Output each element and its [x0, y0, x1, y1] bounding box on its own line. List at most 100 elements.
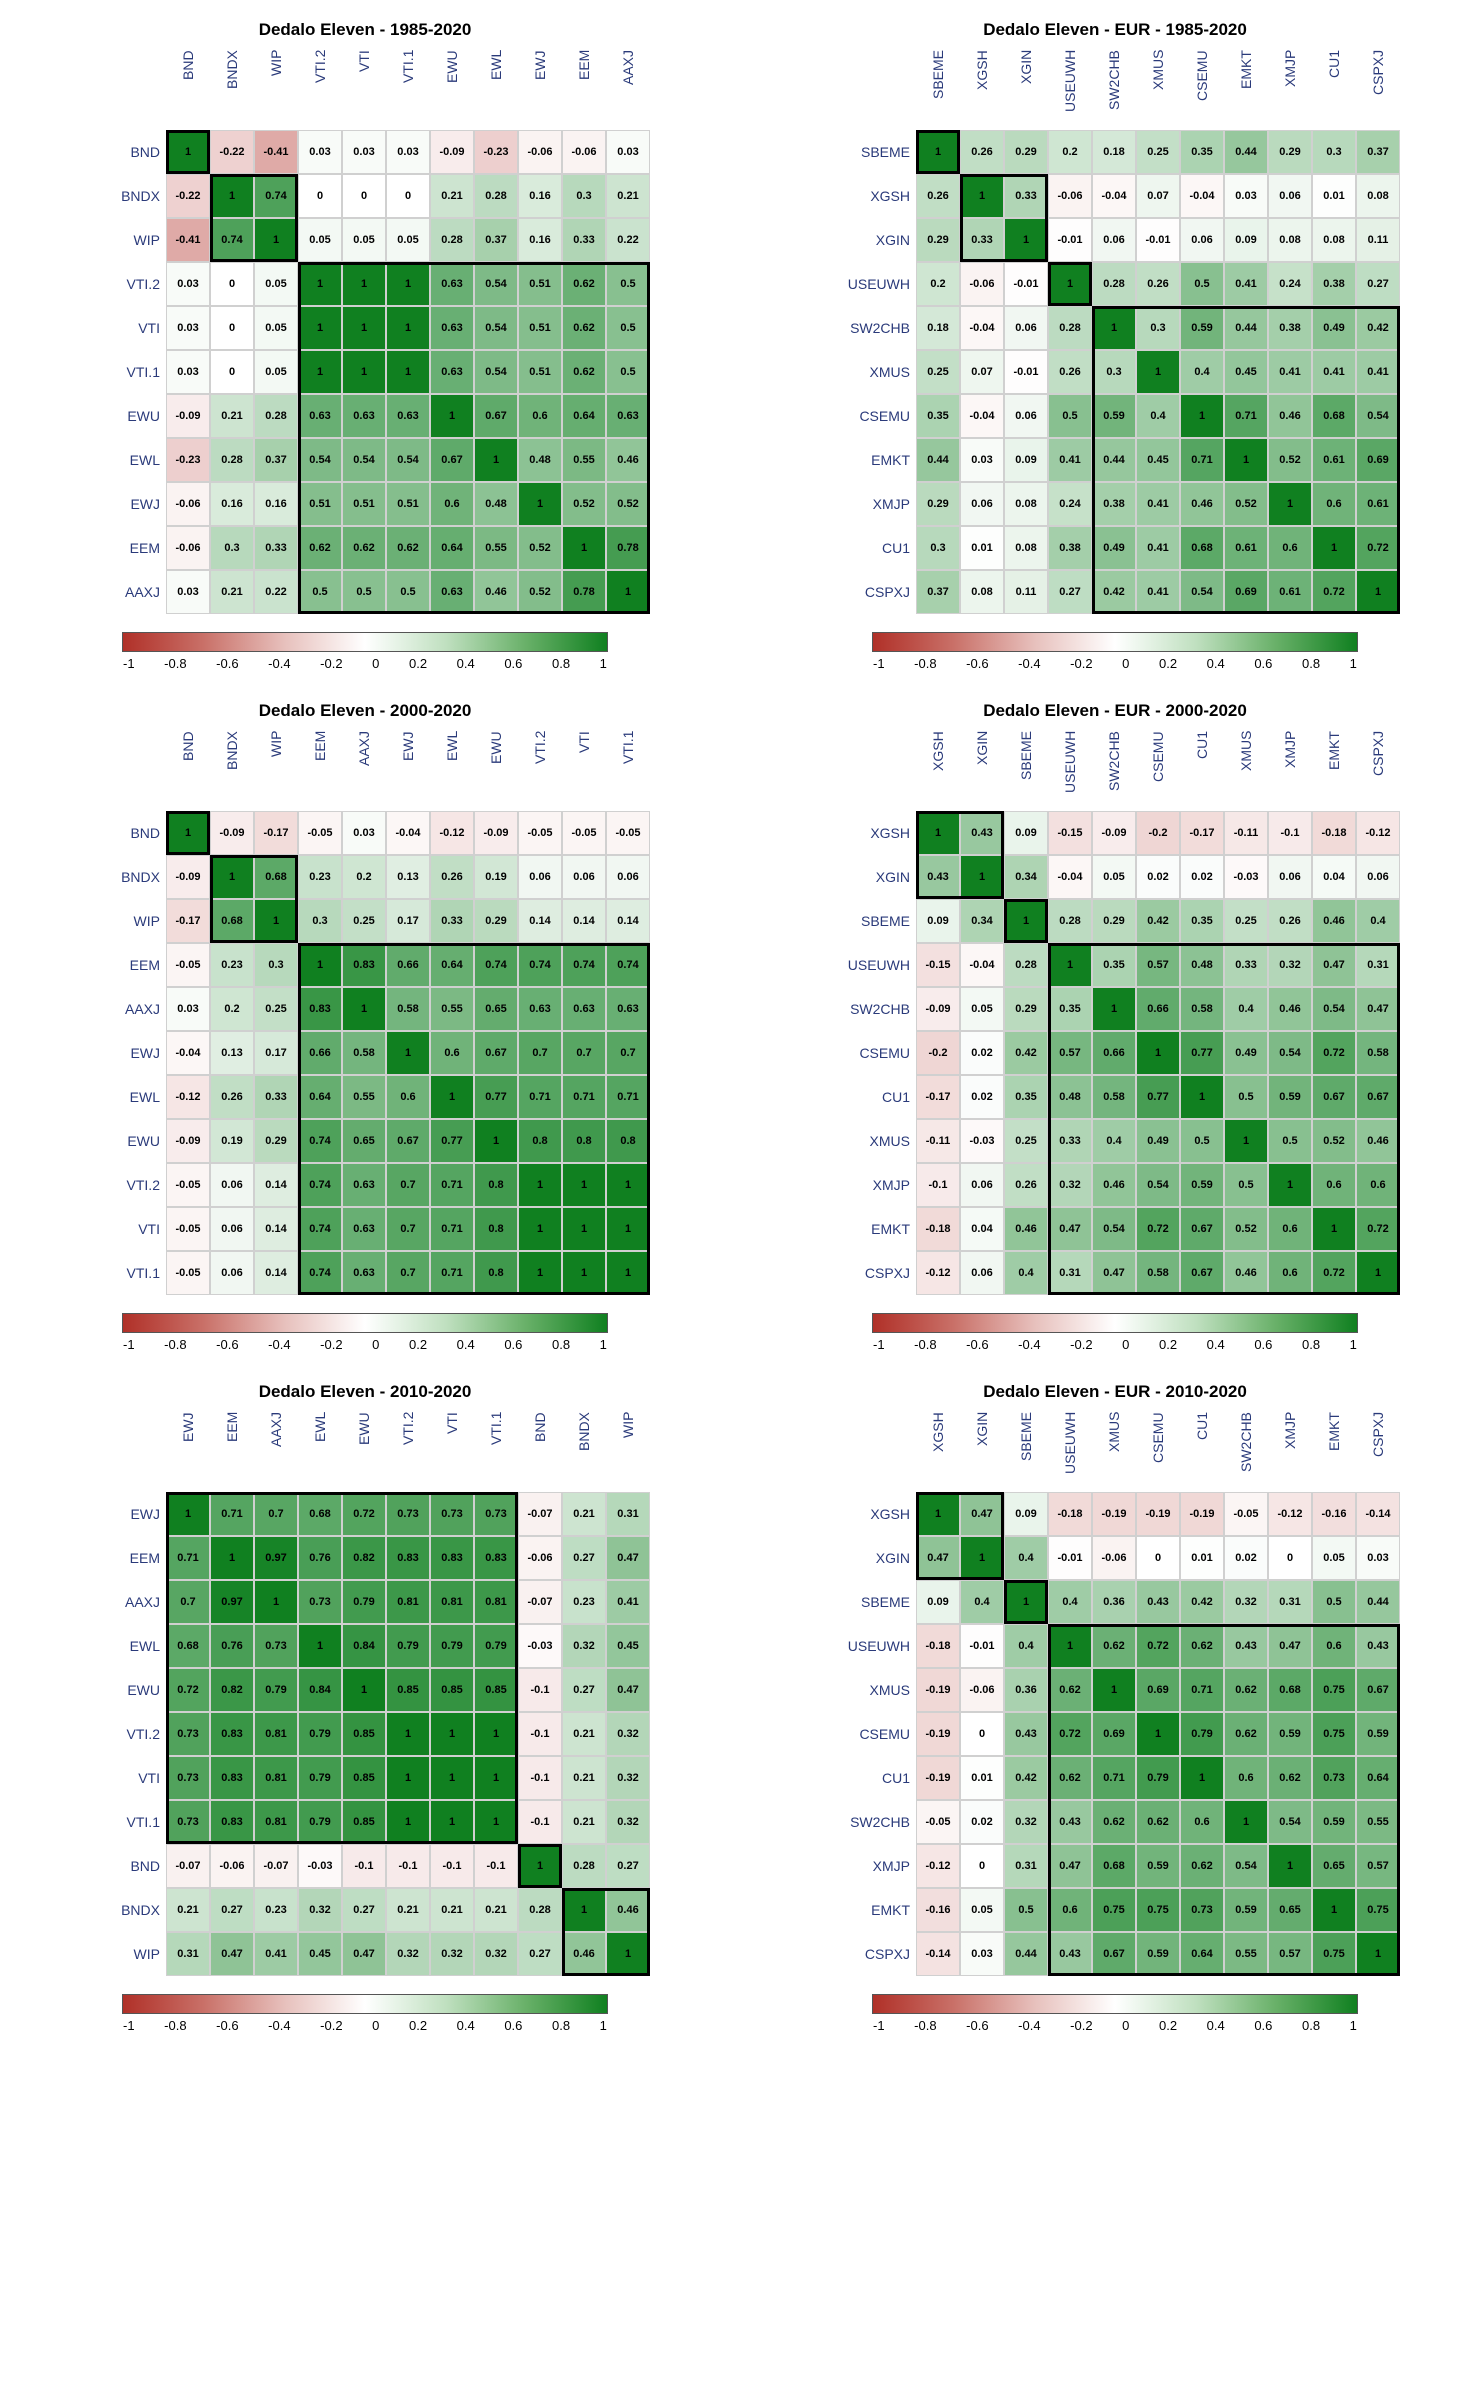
- cell: 0.62: [562, 262, 606, 306]
- cell: -0.05: [518, 811, 562, 855]
- colorbar-tick: -0.6: [966, 1337, 988, 1352]
- col-label: BND: [166, 46, 210, 130]
- cell: 0.3: [254, 943, 298, 987]
- cell: 0.54: [342, 438, 386, 482]
- cell: 0.76: [298, 1536, 342, 1580]
- col-label: EWU: [474, 727, 518, 811]
- cell: 0.5: [1048, 394, 1092, 438]
- cell: 0.28: [254, 394, 298, 438]
- cell: -0.06: [210, 1844, 254, 1888]
- cell: 1: [1356, 1251, 1400, 1295]
- cell: 0.7: [166, 1580, 210, 1624]
- cell: 0.62: [1268, 1756, 1312, 1800]
- col-label: AAXJ: [254, 1408, 298, 1492]
- cell: 0.45: [606, 1624, 650, 1668]
- cell: 1: [518, 1844, 562, 1888]
- cell: 0.06: [1268, 174, 1312, 218]
- cell: 0.5: [1180, 1119, 1224, 1163]
- colorbar-tick: -0.6: [966, 2018, 988, 2033]
- cell: 0.26: [916, 174, 960, 218]
- cell: 0.43: [1136, 1580, 1180, 1624]
- cell: 0.06: [1092, 218, 1136, 262]
- cell: 0.05: [342, 218, 386, 262]
- cell: 1: [518, 1251, 562, 1295]
- col-label: EWJ: [518, 46, 562, 130]
- cell: 0.44: [916, 438, 960, 482]
- colorbar-tick: 0.6: [504, 656, 522, 671]
- cell: -0.19: [916, 1756, 960, 1800]
- cell: 0.62: [1136, 1800, 1180, 1844]
- cell: -0.01: [1004, 262, 1048, 306]
- cell: 0.68: [1180, 526, 1224, 570]
- cell: 0.73: [474, 1492, 518, 1536]
- cell: 0.64: [562, 394, 606, 438]
- panel-title: Dedalo Eleven - 2010-2020: [259, 1382, 472, 1402]
- row-labels: XGSHXGINSBEMEUSEUWHSW2CHBCSEMUCU1XMUSXMJ…: [830, 811, 916, 1295]
- cell: 0.26: [1136, 262, 1180, 306]
- cell: -0.23: [166, 438, 210, 482]
- row-label: VTI.2: [80, 262, 166, 306]
- cell: 1: [386, 1800, 430, 1844]
- cell: 0.34: [960, 899, 1004, 943]
- cell: -0.04: [166, 1031, 210, 1075]
- cell: 0.62: [1224, 1712, 1268, 1756]
- cell: 0.8: [474, 1207, 518, 1251]
- cell: 0.32: [606, 1712, 650, 1756]
- cell: 0.42: [1004, 1031, 1048, 1075]
- row-label: XMJP: [830, 1163, 916, 1207]
- cell: 0.62: [386, 526, 430, 570]
- colorbar-tick: 0.8: [1302, 656, 1320, 671]
- cell: 0.03: [298, 130, 342, 174]
- row-label: AAXJ: [80, 1580, 166, 1624]
- cell: 1: [474, 1712, 518, 1756]
- cell: 0.63: [606, 987, 650, 1031]
- cell: 0.67: [1180, 1207, 1224, 1251]
- col-label: EWU: [342, 1408, 386, 1492]
- row-label: VTI.1: [80, 1251, 166, 1295]
- col-label: VTI: [562, 727, 606, 811]
- cell: 0.07: [960, 350, 1004, 394]
- colorbar-tick: 0: [372, 1337, 379, 1352]
- cell: 0.21: [562, 1756, 606, 1800]
- cell: -0.03: [960, 1119, 1004, 1163]
- row-label: CSEMU: [830, 394, 916, 438]
- colorbar-tick: 0.4: [457, 656, 475, 671]
- cell: 0.44: [1356, 1580, 1400, 1624]
- cell: 0.63: [430, 262, 474, 306]
- cell: 0.02: [960, 1031, 1004, 1075]
- col-label: AAXJ: [606, 46, 650, 130]
- cell: 0.37: [916, 570, 960, 614]
- cell: -0.1: [474, 1844, 518, 1888]
- cell: 0.25: [1004, 1119, 1048, 1163]
- cell: 0.62: [1180, 1844, 1224, 1888]
- cell: 0: [342, 174, 386, 218]
- colorbar-tick: -1: [123, 656, 135, 671]
- cell: 0.44: [1092, 438, 1136, 482]
- cell: 0.7: [518, 1031, 562, 1075]
- cell: 0.81: [254, 1756, 298, 1800]
- cell: -0.16: [1312, 1492, 1356, 1536]
- cell: -0.05: [1224, 1492, 1268, 1536]
- cell: -0.06: [960, 1668, 1004, 1712]
- cell: 1: [474, 1119, 518, 1163]
- cell: 0.14: [562, 899, 606, 943]
- cell: 0.13: [210, 1031, 254, 1075]
- cell: 0.63: [430, 306, 474, 350]
- colorbar-tick: -1: [873, 656, 885, 671]
- cell: 0.22: [254, 570, 298, 614]
- cell: 0.79: [298, 1712, 342, 1756]
- cell: 0.28: [562, 1844, 606, 1888]
- cell: -0.06: [518, 1536, 562, 1580]
- cell: 0.36: [1004, 1668, 1048, 1712]
- cell: 0.84: [298, 1668, 342, 1712]
- cell: 0.69: [1356, 438, 1400, 482]
- cell: 0.97: [210, 1580, 254, 1624]
- cell: 0.14: [254, 1251, 298, 1295]
- col-label: EMKT: [1224, 46, 1268, 130]
- cell: 0.72: [1356, 1207, 1400, 1251]
- cell: 0.77: [1136, 1075, 1180, 1119]
- cell: -0.1: [518, 1800, 562, 1844]
- cell: 1: [562, 526, 606, 570]
- cell: 0.42: [1004, 1756, 1048, 1800]
- cell: 0.63: [298, 394, 342, 438]
